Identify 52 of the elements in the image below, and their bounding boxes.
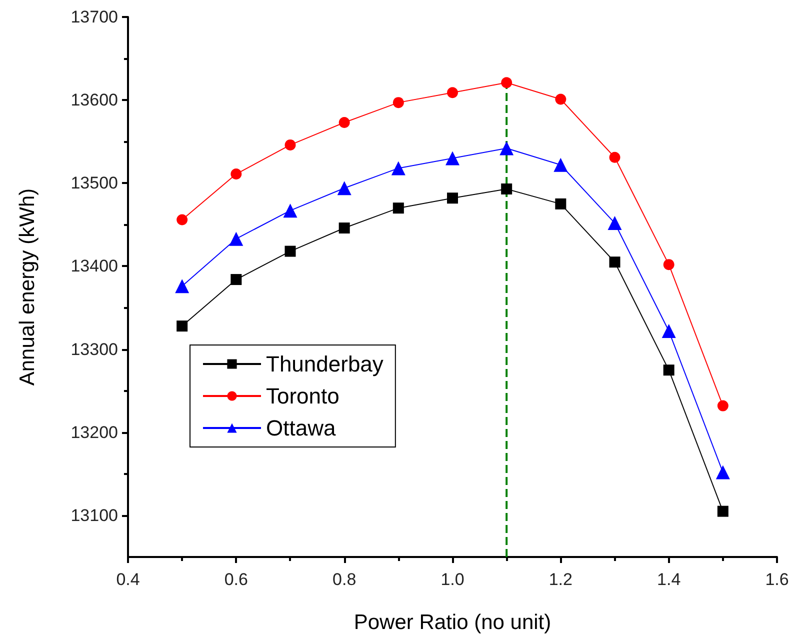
x-tick-label: 1.2 (548, 570, 572, 589)
legend-label: Thunderbay (266, 352, 384, 376)
point (662, 324, 676, 338)
point (501, 77, 512, 88)
point (446, 151, 460, 166)
point (392, 97, 404, 108)
point (555, 94, 566, 105)
point (609, 152, 620, 163)
point (609, 256, 620, 268)
x-tick-label: 0.8 (332, 570, 356, 589)
y-tick-label: 13300 (70, 340, 118, 359)
y-axis-title: Annual energy (kWh) (16, 188, 39, 386)
point (284, 246, 296, 257)
y-tick-label: 13600 (70, 90, 118, 110)
point (717, 400, 728, 412)
point (176, 214, 188, 226)
point (338, 117, 350, 128)
y-tick-label: 13700 (70, 8, 118, 26)
x-tick-label: 0.4 (116, 570, 140, 589)
point (663, 364, 674, 376)
point (555, 198, 566, 210)
x-tick-label: 1.0 (440, 570, 464, 589)
point (447, 192, 458, 204)
x-tick-label: 1.4 (657, 570, 681, 589)
point (230, 168, 242, 180)
point (663, 259, 674, 270)
point (283, 204, 298, 218)
point (717, 506, 728, 517)
point (391, 161, 406, 176)
point (716, 465, 730, 480)
y-tick-label: 13200 (70, 422, 118, 442)
point (447, 87, 458, 98)
point (392, 202, 404, 214)
x-axis-title: Power Ratio (no unit) (354, 611, 552, 634)
point (554, 158, 568, 172)
point (337, 181, 352, 196)
point (230, 274, 242, 286)
point (284, 139, 296, 150)
point (501, 183, 512, 194)
point (229, 232, 244, 246)
legend-label: Ottawa (266, 416, 336, 440)
legend-label: Toronto (266, 384, 340, 408)
y-tick-label: 13500 (70, 174, 118, 193)
point (175, 279, 190, 294)
y-tick-label: 13100 (70, 506, 118, 525)
y-tick-label: 13400 (70, 256, 118, 276)
point (338, 222, 350, 234)
point (608, 216, 622, 230)
x-tick-label: 0.6 (224, 570, 248, 589)
point (176, 320, 188, 332)
x-tick-label: 1.6 (765, 570, 789, 589)
point (500, 141, 514, 156)
